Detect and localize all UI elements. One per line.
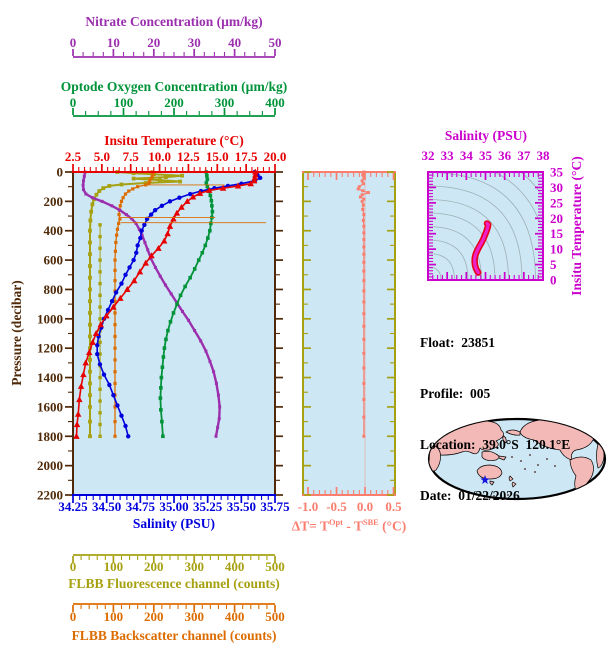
svg-text:34: 34 <box>460 148 474 163</box>
delta-t-title-sup-opt: Opt <box>329 518 343 527</box>
svg-text:300: 300 <box>184 609 204 624</box>
fluorescence-axis-title: FLBB Fluorescence channel (counts) <box>68 576 280 591</box>
salinity-axis-title: Salinity (PSU) <box>132 516 216 531</box>
svg-text:400: 400 <box>225 609 245 624</box>
svg-text:37: 37 <box>517 148 531 163</box>
svg-text:10.0: 10.0 <box>148 149 171 164</box>
world-map <box>427 417 607 501</box>
svg-text:0: 0 <box>70 35 77 50</box>
location-info-line: Location: 39.0°S 120.1°E <box>420 437 571 452</box>
svg-text:20.0: 20.0 <box>264 149 287 164</box>
svg-text:5.0: 5.0 <box>94 149 110 164</box>
svg-text:0: 0 <box>550 273 557 288</box>
svg-text:-0.5: -0.5 <box>326 499 347 514</box>
svg-text:800: 800 <box>44 282 64 297</box>
svg-text:35: 35 <box>479 148 493 163</box>
svg-text:1000: 1000 <box>37 311 63 326</box>
svg-text:200: 200 <box>44 194 64 209</box>
delta-t-title-suffix: (°C) <box>378 518 407 534</box>
svg-text:500: 500 <box>265 609 285 624</box>
float-info-line: Float: 23851 <box>420 335 495 350</box>
svg-text:2200: 2200 <box>37 488 63 503</box>
svg-text:36: 36 <box>498 148 512 163</box>
svg-text:200: 200 <box>144 559 164 574</box>
svg-text:0: 0 <box>70 559 77 574</box>
svg-text:1400: 1400 <box>37 370 63 385</box>
backscatter-axis-title: FLBB Backscatter channel (counts) <box>71 628 277 643</box>
svg-text:300: 300 <box>215 95 235 110</box>
svg-text:34.75: 34.75 <box>126 499 156 514</box>
ts-temperature-axis-title: Insitu Temperature (°C) <box>569 156 584 296</box>
svg-text:7.5: 7.5 <box>123 149 140 164</box>
float-info-block: Float: 23851 Profile: 005 Location: 39.0… <box>420 300 570 538</box>
svg-text:35.25: 35.25 <box>193 499 223 514</box>
svg-text:-1.0: -1.0 <box>298 499 319 514</box>
svg-text:1600: 1600 <box>37 399 63 414</box>
profile-info-line: Profile: 005 <box>420 386 491 401</box>
svg-text:15: 15 <box>550 226 564 241</box>
svg-text:40: 40 <box>228 35 241 50</box>
svg-text:2.5: 2.5 <box>65 149 82 164</box>
svg-text:400: 400 <box>265 95 285 110</box>
svg-text:25: 25 <box>550 195 564 210</box>
svg-text:35: 35 <box>550 165 564 180</box>
delta-t-title-sup-sbe: SBE <box>362 518 379 527</box>
svg-text:400: 400 <box>225 559 245 574</box>
svg-text:10: 10 <box>107 35 120 50</box>
svg-text:2000: 2000 <box>37 458 63 473</box>
svg-text:100: 100 <box>104 609 124 624</box>
svg-text:0.0: 0.0 <box>357 499 373 514</box>
svg-text:17.5: 17.5 <box>235 149 258 164</box>
svg-text:1800: 1800 <box>37 429 63 444</box>
svg-text:35.00: 35.00 <box>159 499 188 514</box>
svg-text:34.50: 34.50 <box>92 499 121 514</box>
delta-t-title-mid: - T <box>342 518 363 534</box>
svg-text:0: 0 <box>70 609 77 624</box>
svg-text:34.25: 34.25 <box>58 499 88 514</box>
nitrate-axis-title: Nitrate Concentration (µm/kg) <box>85 14 263 29</box>
delta-t-axis-title: ΔT= TOpt - TSBE (°C) <box>285 515 413 534</box>
svg-text:0.5: 0.5 <box>385 499 402 514</box>
svg-text:20: 20 <box>550 211 563 226</box>
svg-text:300: 300 <box>184 559 204 574</box>
svg-text:500: 500 <box>265 559 285 574</box>
svg-text:35.75: 35.75 <box>260 499 290 514</box>
svg-text:50: 50 <box>269 35 282 50</box>
svg-text:32: 32 <box>422 148 435 163</box>
svg-text:200: 200 <box>144 609 164 624</box>
svg-text:15.0: 15.0 <box>206 149 229 164</box>
pressure-axis-title: Pressure (decibar) <box>9 280 24 386</box>
svg-text:0: 0 <box>57 165 64 180</box>
svg-text:20: 20 <box>147 35 160 50</box>
svg-text:200: 200 <box>164 95 184 110</box>
svg-text:100: 100 <box>114 95 134 110</box>
svg-text:33: 33 <box>441 148 455 163</box>
float-location-star-marker <box>480 475 490 484</box>
svg-text:10: 10 <box>550 242 563 257</box>
ts-salinity-axis-title: Salinity (PSU) <box>444 128 528 143</box>
svg-text:30: 30 <box>188 35 201 50</box>
svg-text:30: 30 <box>550 180 563 195</box>
svg-text:5: 5 <box>550 257 557 272</box>
svg-text:0: 0 <box>70 95 77 110</box>
svg-text:35.50: 35.50 <box>227 499 256 514</box>
svg-text:38: 38 <box>537 148 551 163</box>
svg-text:400: 400 <box>44 223 64 238</box>
svg-text:600: 600 <box>44 253 64 268</box>
temperature-axis-title: Insitu Temperature (°C) <box>104 133 244 148</box>
date-info-line: Date: 01/22/2026 <box>420 488 520 503</box>
oxygen-axis-title: Optode Oxygen Concentration (µm/kg) <box>60 79 288 94</box>
svg-text:12.5: 12.5 <box>177 149 200 164</box>
svg-text:1200: 1200 <box>37 341 63 356</box>
svg-text:100: 100 <box>104 559 124 574</box>
delta-t-title-prefix: ΔT= T <box>291 518 329 534</box>
